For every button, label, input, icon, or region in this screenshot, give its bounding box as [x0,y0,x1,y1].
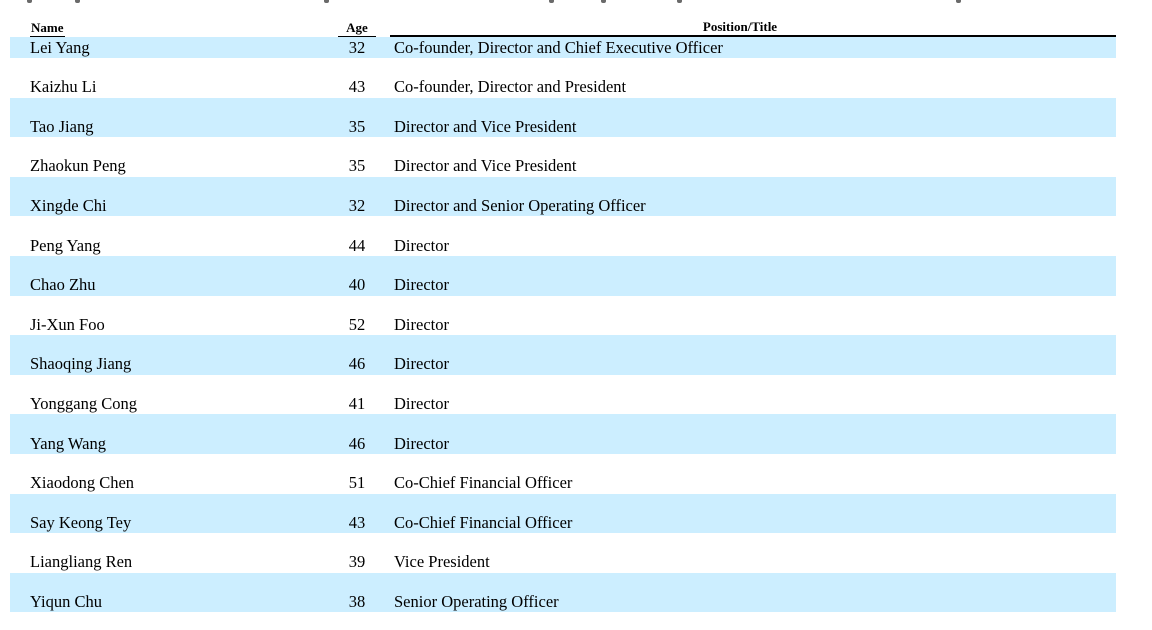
table-row: Yonggang Cong 41 Director [10,375,1116,415]
title-cell: Co-Chief Financial Officer [394,513,573,532]
table-row: Ji-Xun Foo 52 Director [10,296,1116,336]
title-cell: Senior Operating Officer [394,593,559,611]
table-row: Zhaokun Peng 35 Director and Vice Presid… [10,137,1116,177]
age-cell: 35 [348,117,366,136]
name-cell: Ji-Xun Foo [30,315,105,334]
title-cell: Director [394,355,449,374]
table-row: Tao Jiang 35 Director and Vice President [10,97,1116,138]
age-cell: 32 [348,197,366,216]
title-cell: Director and Vice President [394,117,577,136]
age-cell: 38 [348,593,366,611]
table-row: Lei Yang 32 Co-founder, Director and Chi… [10,37,1116,58]
age-cell: 43 [348,513,366,532]
age-cell: 35 [348,157,366,176]
name-cell: Chao Zhu [30,276,96,295]
name-cell: Yonggang Cong [30,395,137,414]
clipped-text-fragment [677,0,682,3]
title-cell: Director [394,395,449,414]
table-header-row: Name Age Position/Title [10,19,1116,37]
column-header-name: Name [10,20,338,37]
table-row: Say Keong Tey 43 Co-Chief Financial Offi… [10,493,1116,534]
title-cell: Co-Chief Financial Officer [394,474,573,493]
age-cell: 40 [348,276,366,295]
clipped-text-fragment [956,0,961,3]
table-row: Yang Wang 46 Director [10,414,1116,454]
name-header-label: Name [30,20,65,37]
title-cell: Co-founder, Director and Chief Executive… [394,38,723,57]
age-cell: 44 [348,236,366,255]
table-row: Yiqun Chu 38 Senior Operating Officer [10,572,1116,613]
table-row: Liangliang Ren 39 Vice President [10,533,1116,573]
title-cell: Director and Vice President [394,157,577,176]
clipped-text-fragment [75,0,80,3]
table-row: Xiaodong Chen 51 Co-Chief Financial Offi… [10,454,1116,494]
age-cell: 43 [348,78,366,97]
title-cell: Director [394,434,449,453]
column-header-age: Age [338,20,376,37]
title-cell: Vice President [394,553,490,572]
age-cell: 46 [348,434,366,453]
name-cell: Shaoqing Jiang [30,355,132,374]
column-header-position-title: Position/Title [390,19,1116,37]
table-row: Kaizhu Li 43 Co-founder, Director and Pr… [10,58,1116,98]
table-row: Chao Zhu 40 Director [10,255,1116,296]
name-cell: Yiqun Chu [30,593,102,611]
name-cell: Kaizhu Li [30,78,97,97]
title-cell: Director [394,276,449,295]
table-row: Xingde Chi 32 Director and Senior Operat… [10,176,1116,217]
age-cell: 52 [348,315,366,334]
table-body: Lei Yang 32 Co-founder, Director and Chi… [10,37,1116,613]
table-row: Shaoqing Jiang 46 Director [10,335,1116,375]
name-cell: Say Keong Tey [30,513,132,532]
title-cell: Director [394,315,449,334]
directors-officers-table: Name Age Position/Title Lei Yang 32 Co-f… [10,19,1116,613]
clipped-text-fragment [601,0,606,3]
age-cell: 51 [348,474,366,493]
clipped-text-fragment [324,0,329,3]
name-cell: Zhaokun Peng [30,157,126,176]
age-cell: 39 [348,553,366,572]
title-cell: Director [394,236,449,255]
age-cell: 41 [348,395,366,414]
name-cell: Xiaodong Chen [30,474,135,493]
title-cell: Co-founder, Director and President [394,78,627,97]
age-cell: 32 [348,38,366,57]
table-row: Peng Yang 44 Director [10,216,1116,256]
name-cell: Lei Yang [30,38,90,57]
clipped-text-fragment [27,0,32,3]
age-cell: 46 [348,355,366,374]
name-cell: Tao Jiang [30,117,94,136]
name-cell: Yang Wang [30,434,106,453]
clipped-text-fragment [549,0,554,3]
name-cell: Peng Yang [30,236,101,255]
title-cell: Director and Senior Operating Officer [394,197,646,216]
name-cell: Liangliang Ren [30,553,133,572]
name-cell: Xingde Chi [30,197,107,216]
